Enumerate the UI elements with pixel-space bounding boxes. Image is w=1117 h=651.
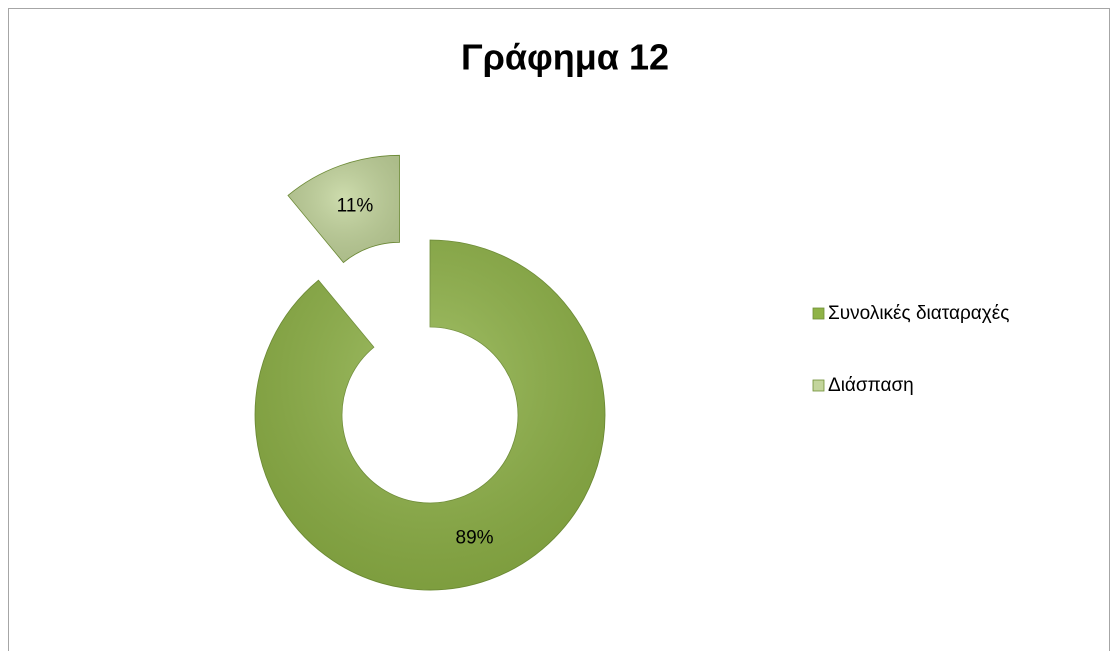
legend-label: Διάσπαση bbox=[828, 375, 914, 396]
chart-title: Γράφημα 12 bbox=[461, 37, 669, 78]
data-label: 89% bbox=[456, 528, 494, 549]
data-label: 11% bbox=[337, 196, 374, 217]
legend-swatch bbox=[812, 307, 825, 320]
legend-swatch bbox=[812, 379, 825, 392]
legend-label: Συνολικές διαταραχές bbox=[828, 303, 1009, 324]
